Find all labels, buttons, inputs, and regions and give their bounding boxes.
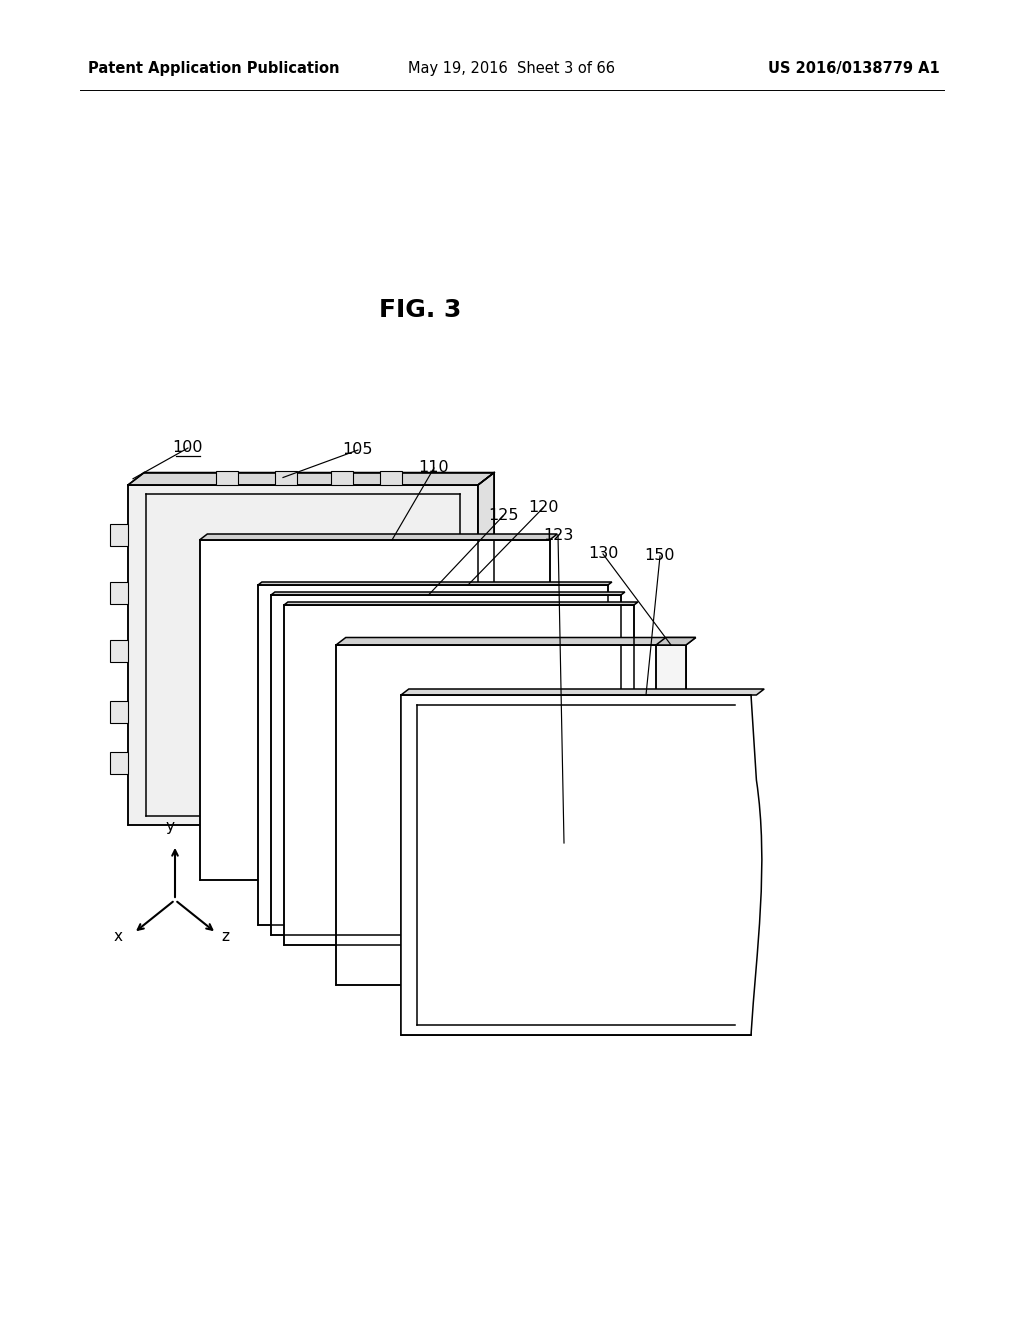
Polygon shape (258, 585, 608, 925)
Polygon shape (284, 602, 638, 605)
Polygon shape (336, 645, 686, 985)
Polygon shape (110, 640, 128, 661)
Polygon shape (200, 535, 557, 540)
Polygon shape (648, 770, 668, 799)
Polygon shape (128, 484, 478, 825)
Polygon shape (128, 473, 495, 484)
Text: 105: 105 (343, 442, 374, 458)
Polygon shape (336, 638, 695, 645)
Polygon shape (468, 863, 490, 891)
Polygon shape (284, 605, 634, 945)
Polygon shape (380, 471, 402, 484)
Polygon shape (215, 471, 238, 484)
Text: May 19, 2016  Sheet 3 of 66: May 19, 2016 Sheet 3 of 66 (409, 61, 615, 75)
Text: Patent Application Publication: Patent Application Publication (88, 61, 340, 75)
Polygon shape (275, 471, 297, 484)
Text: y: y (165, 818, 174, 834)
Polygon shape (648, 838, 668, 866)
Text: US 2016/0138779 A1: US 2016/0138779 A1 (768, 61, 940, 75)
Text: 125: 125 (487, 508, 518, 524)
Text: 130: 130 (588, 546, 618, 561)
Polygon shape (331, 471, 353, 484)
PathPatch shape (401, 696, 762, 1035)
Polygon shape (251, 825, 305, 847)
Polygon shape (656, 645, 686, 985)
Polygon shape (648, 702, 668, 730)
Polygon shape (494, 883, 516, 911)
Text: 110: 110 (419, 461, 450, 475)
Text: 120: 120 (527, 500, 558, 516)
Text: FIG. 3: FIG. 3 (379, 298, 461, 322)
Text: 123: 123 (543, 528, 573, 543)
Polygon shape (110, 752, 128, 774)
Polygon shape (110, 524, 128, 546)
Polygon shape (258, 582, 612, 585)
Polygon shape (648, 906, 668, 935)
Polygon shape (271, 591, 625, 595)
Polygon shape (401, 696, 751, 1035)
Text: x: x (114, 929, 123, 944)
Polygon shape (200, 540, 550, 880)
Polygon shape (481, 873, 503, 902)
Polygon shape (392, 880, 442, 906)
Text: 150: 150 (645, 549, 675, 564)
Polygon shape (656, 638, 695, 645)
Polygon shape (110, 582, 128, 605)
Polygon shape (478, 473, 495, 825)
Polygon shape (271, 595, 621, 935)
Polygon shape (110, 701, 128, 723)
Text: z: z (221, 929, 229, 944)
Text: 100: 100 (173, 441, 203, 455)
Polygon shape (401, 689, 764, 696)
